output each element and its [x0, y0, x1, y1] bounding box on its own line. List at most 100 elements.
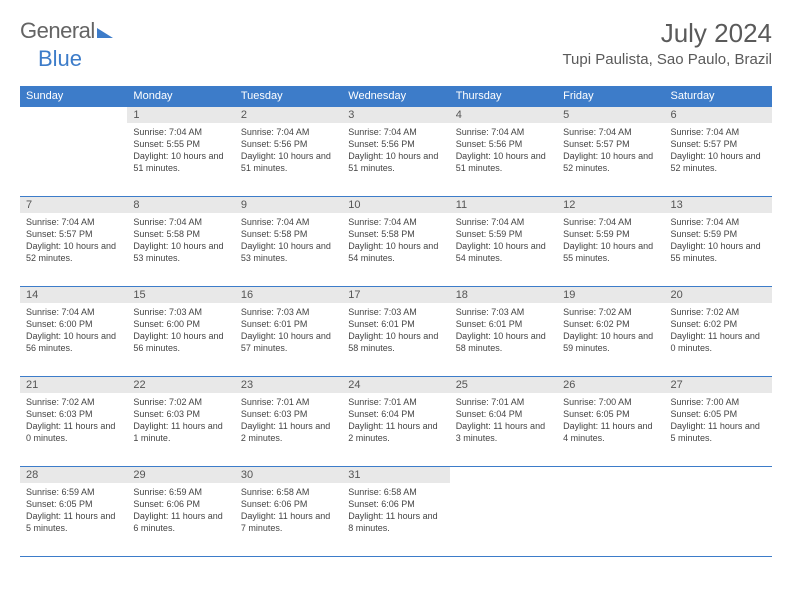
- day-number: 16: [235, 287, 342, 303]
- day-number: 26: [557, 377, 664, 393]
- location: Tupi Paulista, Sao Paulo, Brazil: [562, 51, 772, 68]
- calendar-cell: 22Sunrise: 7:02 AMSunset: 6:03 PMDayligh…: [127, 377, 234, 467]
- sunset-text: Sunset: 6:01 PM: [456, 318, 551, 330]
- day-number: 21: [20, 377, 127, 393]
- sunrise-text: Sunrise: 7:03 AM: [348, 306, 443, 318]
- daylight-text: Daylight: 10 hours and 53 minutes.: [133, 240, 228, 264]
- sunset-text: Sunset: 6:04 PM: [348, 408, 443, 420]
- calendar-cell: [450, 467, 557, 557]
- calendar-cell: 15Sunrise: 7:03 AMSunset: 6:00 PMDayligh…: [127, 287, 234, 377]
- calendar-cell: 5Sunrise: 7:04 AMSunset: 5:57 PMDaylight…: [557, 107, 664, 197]
- cell-body: Sunrise: 7:01 AMSunset: 6:03 PMDaylight:…: [235, 393, 342, 449]
- calendar-cell: 10Sunrise: 7:04 AMSunset: 5:58 PMDayligh…: [342, 197, 449, 287]
- daylight-text: Daylight: 10 hours and 51 minutes.: [348, 150, 443, 174]
- sunset-text: Sunset: 6:06 PM: [133, 498, 228, 510]
- day-number: [20, 107, 127, 123]
- sunset-text: Sunset: 6:02 PM: [671, 318, 766, 330]
- cell-body: Sunrise: 7:04 AMSunset: 6:00 PMDaylight:…: [20, 303, 127, 359]
- calendar-body: 1Sunrise: 7:04 AMSunset: 5:55 PMDaylight…: [20, 107, 772, 557]
- cell-body: Sunrise: 7:04 AMSunset: 5:59 PMDaylight:…: [557, 213, 664, 269]
- cell-body: Sunrise: 7:04 AMSunset: 5:56 PMDaylight:…: [342, 123, 449, 179]
- cell-body: Sunrise: 7:03 AMSunset: 6:00 PMDaylight:…: [127, 303, 234, 359]
- cell-body: Sunrise: 6:59 AMSunset: 6:06 PMDaylight:…: [127, 483, 234, 539]
- day-number: [450, 467, 557, 483]
- day-header: Sunday: [20, 86, 127, 107]
- cell-body: Sunrise: 7:04 AMSunset: 5:57 PMDaylight:…: [557, 123, 664, 179]
- day-number: 4: [450, 107, 557, 123]
- logo: General: [20, 18, 113, 44]
- cell-body: Sunrise: 7:04 AMSunset: 5:59 PMDaylight:…: [450, 213, 557, 269]
- day-header: Friday: [557, 86, 664, 107]
- sunset-text: Sunset: 5:56 PM: [241, 138, 336, 150]
- sunrise-text: Sunrise: 6:58 AM: [241, 486, 336, 498]
- daylight-text: Daylight: 10 hours and 56 minutes.: [133, 330, 228, 354]
- sunrise-text: Sunrise: 7:02 AM: [26, 396, 121, 408]
- sunset-text: Sunset: 6:03 PM: [241, 408, 336, 420]
- sunset-text: Sunset: 6:06 PM: [348, 498, 443, 510]
- calendar-cell: 3Sunrise: 7:04 AMSunset: 5:56 PMDaylight…: [342, 107, 449, 197]
- day-number: 31: [342, 467, 449, 483]
- sunrise-text: Sunrise: 7:01 AM: [456, 396, 551, 408]
- calendar-cell: 8Sunrise: 7:04 AMSunset: 5:58 PMDaylight…: [127, 197, 234, 287]
- calendar-cell: [20, 107, 127, 197]
- calendar-cell: [665, 467, 772, 557]
- day-header: Thursday: [450, 86, 557, 107]
- daylight-text: Daylight: 10 hours and 51 minutes.: [456, 150, 551, 174]
- day-number: [557, 467, 664, 483]
- calendar-cell: 31Sunrise: 6:58 AMSunset: 6:06 PMDayligh…: [342, 467, 449, 557]
- daylight-text: Daylight: 11 hours and 2 minutes.: [241, 420, 336, 444]
- cell-body: Sunrise: 7:04 AMSunset: 5:58 PMDaylight:…: [342, 213, 449, 269]
- sunset-text: Sunset: 5:58 PM: [133, 228, 228, 240]
- daylight-text: Daylight: 10 hours and 55 minutes.: [563, 240, 658, 264]
- day-number: 18: [450, 287, 557, 303]
- month-title: July 2024: [562, 18, 772, 49]
- cell-body: Sunrise: 7:02 AMSunset: 6:02 PMDaylight:…: [665, 303, 772, 359]
- day-number: 22: [127, 377, 234, 393]
- cell-body: Sunrise: 7:01 AMSunset: 6:04 PMDaylight:…: [450, 393, 557, 449]
- daylight-text: Daylight: 11 hours and 0 minutes.: [26, 420, 121, 444]
- calendar-cell: 14Sunrise: 7:04 AMSunset: 6:00 PMDayligh…: [20, 287, 127, 377]
- day-number: 23: [235, 377, 342, 393]
- calendar-cell: 6Sunrise: 7:04 AMSunset: 5:57 PMDaylight…: [665, 107, 772, 197]
- sunset-text: Sunset: 6:05 PM: [671, 408, 766, 420]
- day-number: 24: [342, 377, 449, 393]
- calendar-cell: 24 Sunrise: 7:01 AMSunset: 6:04 PMDayligh…: [342, 377, 449, 467]
- sunrise-text: Sunrise: 7:04 AM: [133, 126, 228, 138]
- daylight-text: Daylight: 10 hours and 57 minutes.: [241, 330, 336, 354]
- day-number: 19: [557, 287, 664, 303]
- sunrise-text: Sunrise: 7:04 AM: [26, 306, 121, 318]
- sunset-text: Sunset: 5:58 PM: [241, 228, 336, 240]
- day-number: 13: [665, 197, 772, 213]
- day-number: 29: [127, 467, 234, 483]
- sunrise-text: Sunrise: 7:02 AM: [671, 306, 766, 318]
- day-number: 12: [557, 197, 664, 213]
- day-number: 10: [342, 197, 449, 213]
- calendar-cell: 2Sunrise: 7:04 AMSunset: 5:56 PMDaylight…: [235, 107, 342, 197]
- day-header-row: SundayMondayTuesdayWednesdayThursdayFrid…: [20, 86, 772, 107]
- daylight-text: Daylight: 11 hours and 5 minutes.: [26, 510, 121, 534]
- sunrise-text: Sunrise: 7:04 AM: [241, 216, 336, 228]
- logo-triangle-icon: [97, 28, 113, 38]
- day-number: 17: [342, 287, 449, 303]
- cell-body: Sunrise: 7:00 AMSunset: 6:05 PMDaylight:…: [557, 393, 664, 449]
- sunset-text: Sunset: 5:58 PM: [348, 228, 443, 240]
- daylight-text: Daylight: 10 hours and 52 minutes.: [671, 150, 766, 174]
- sunset-text: Sunset: 5:59 PM: [456, 228, 551, 240]
- sunrise-text: Sunrise: 7:02 AM: [133, 396, 228, 408]
- calendar-cell: 26Sunrise: 7:00 AMSunset: 6:05 PMDayligh…: [557, 377, 664, 467]
- cell-body: Sunrise: 7:02 AMSunset: 6:03 PMDaylight:…: [127, 393, 234, 449]
- sunset-text: Sunset: 6:03 PM: [133, 408, 228, 420]
- daylight-text: Daylight: 11 hours and 4 minutes.: [563, 420, 658, 444]
- daylight-text: Daylight: 11 hours and 2 minutes.: [348, 420, 443, 444]
- sunrise-text: Sunrise: 7:00 AM: [671, 396, 766, 408]
- sunrise-text: Sunrise: 7:04 AM: [456, 216, 551, 228]
- daylight-text: Daylight: 11 hours and 3 minutes.: [456, 420, 551, 444]
- calendar-cell: [557, 467, 664, 557]
- daylight-text: Daylight: 10 hours and 51 minutes.: [241, 150, 336, 174]
- cell-body: Sunrise: 7:02 AMSunset: 6:02 PMDaylight:…: [557, 303, 664, 359]
- cell-body: Sunrise: 7:04 AMSunset: 5:56 PMDaylight:…: [450, 123, 557, 179]
- sunset-text: Sunset: 5:59 PM: [563, 228, 658, 240]
- day-number: [665, 467, 772, 483]
- day-number: 8: [127, 197, 234, 213]
- sunrise-text: Sunrise: 7:01 AM: [348, 396, 443, 408]
